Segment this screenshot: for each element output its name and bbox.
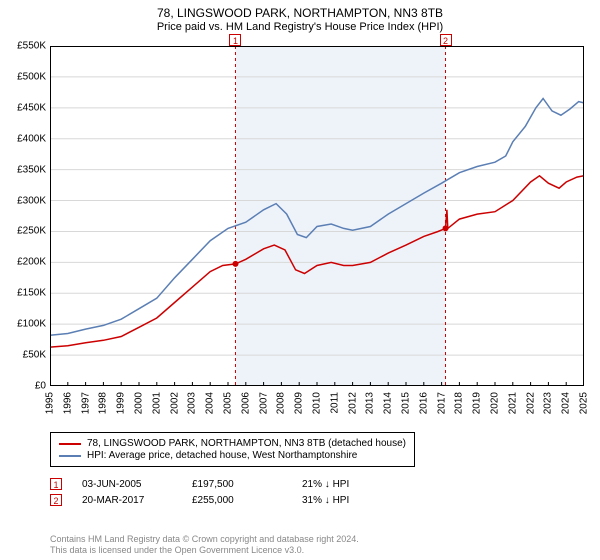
- x-tick-label: 2000: [134, 392, 145, 414]
- y-tick-label: £100K: [17, 319, 46, 330]
- x-tick-label: 2002: [169, 392, 180, 414]
- x-tick-label: 2007: [258, 392, 269, 414]
- x-tick-label: 2025: [579, 392, 590, 414]
- x-tick-label: 2005: [223, 392, 234, 414]
- y-tick-label: £250K: [17, 226, 46, 237]
- x-tick-label: 2006: [240, 392, 251, 414]
- sale-date: 20-MAR-2017: [82, 495, 172, 506]
- sale-price: £197,500: [192, 479, 282, 490]
- sale-marker-icon: 1: [50, 478, 62, 490]
- sale-price: £255,000: [192, 495, 282, 506]
- x-tick-label: 2014: [383, 392, 394, 414]
- x-tick-label: 1997: [80, 392, 91, 414]
- x-tick-label: 2018: [454, 392, 465, 414]
- sale-marker-flag: 1: [229, 34, 241, 46]
- y-tick-label: £350K: [17, 164, 46, 175]
- y-tick-label: £200K: [17, 257, 46, 268]
- x-tick-label: 2008: [276, 392, 287, 414]
- chart-title-line2: Price paid vs. HM Land Registry's House …: [0, 21, 600, 33]
- x-tick-label: 2010: [312, 392, 323, 414]
- x-tick-label: 1999: [116, 392, 127, 414]
- footer: Contains HM Land Registry data © Crown c…: [50, 534, 359, 557]
- x-tick-label: 2013: [365, 392, 376, 414]
- y-tick-label: £550K: [17, 41, 46, 52]
- footer-line1: Contains HM Land Registry data © Crown c…: [50, 534, 359, 545]
- x-tick-label: 2021: [507, 392, 518, 414]
- chart-title-line1: 78, LINGSWOOD PARK, NORTHAMPTON, NN3 8TB: [0, 6, 600, 20]
- sale-row: 2 20-MAR-2017 £255,000 31% ↓ HPI: [50, 494, 392, 506]
- x-tick-label: 1995: [45, 392, 56, 414]
- legend-swatch: [59, 443, 81, 445]
- chart-plot-area: 12£0£50K£100K£150K£200K£250K£300K£350K£4…: [50, 46, 584, 386]
- y-tick-label: £150K: [17, 288, 46, 299]
- legend-row: 78, LINGSWOOD PARK, NORTHAMPTON, NN3 8TB…: [59, 438, 406, 449]
- x-tick-label: 2023: [543, 392, 554, 414]
- y-tick-label: £0: [35, 381, 46, 392]
- x-tick-label: 2003: [187, 392, 198, 414]
- legend: 78, LINGSWOOD PARK, NORTHAMPTON, NN3 8TB…: [50, 432, 415, 467]
- legend-label: HPI: Average price, detached house, West…: [87, 450, 357, 461]
- sale-date: 03-JUN-2005: [82, 479, 172, 490]
- sales-table: 1 03-JUN-2005 £197,500 21% ↓ HPI 2 20-MA…: [50, 478, 392, 510]
- footer-line2: This data is licensed under the Open Gov…: [50, 545, 359, 556]
- legend-swatch: [59, 455, 81, 457]
- y-tick-label: £450K: [17, 102, 46, 113]
- legend-row: HPI: Average price, detached house, West…: [59, 450, 406, 461]
- x-tick-label: 2012: [347, 392, 358, 414]
- sale-row: 1 03-JUN-2005 £197,500 21% ↓ HPI: [50, 478, 392, 490]
- x-tick-label: 2011: [329, 392, 340, 414]
- sale-marker-flag: 2: [440, 34, 452, 46]
- sale-delta: 21% ↓ HPI: [302, 479, 392, 490]
- x-tick-label: 2009: [294, 392, 305, 414]
- y-tick-label: £500K: [17, 71, 46, 82]
- x-tick-label: 2017: [436, 392, 447, 414]
- y-tick-label: £50K: [23, 350, 46, 361]
- x-tick-label: 2004: [205, 392, 216, 414]
- x-tick-label: 2020: [490, 392, 501, 414]
- x-tick-label: 1998: [98, 392, 109, 414]
- x-tick-label: 2015: [401, 392, 412, 414]
- x-tick-label: 2024: [561, 392, 572, 414]
- x-tick-label: 2019: [472, 392, 483, 414]
- sale-delta: 31% ↓ HPI: [302, 495, 392, 506]
- x-tick-label: 1996: [62, 392, 73, 414]
- x-tick-label: 2016: [418, 392, 429, 414]
- y-tick-label: £400K: [17, 133, 46, 144]
- sale-marker-icon: 2: [50, 494, 62, 506]
- legend-label: 78, LINGSWOOD PARK, NORTHAMPTON, NN3 8TB…: [87, 438, 406, 449]
- x-tick-label: 2022: [525, 392, 536, 414]
- x-axis-labels: 1995199619971998199920002001200220032004…: [50, 388, 584, 438]
- y-tick-label: £300K: [17, 195, 46, 206]
- x-tick-label: 2001: [151, 392, 162, 414]
